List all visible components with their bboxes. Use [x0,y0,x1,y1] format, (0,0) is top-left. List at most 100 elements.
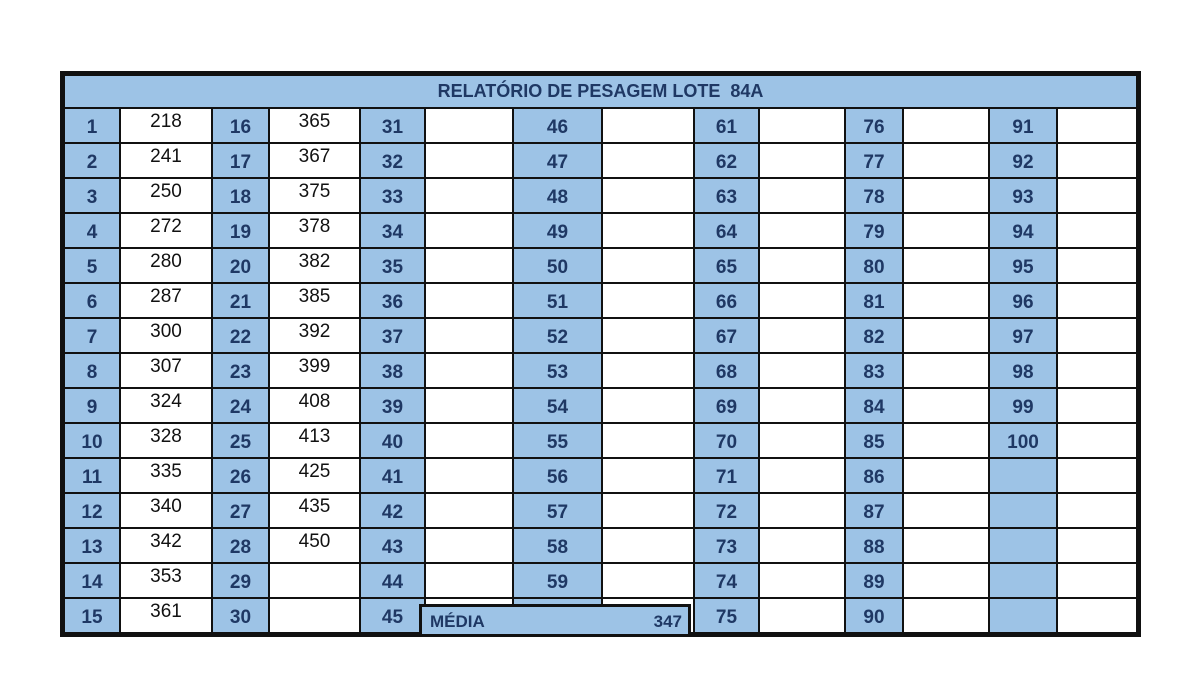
weight-value [902,247,990,284]
weight-value [1056,562,1138,599]
animal-number: 100 [988,422,1058,459]
animal-number: 78 [844,177,904,214]
animal-number: 1 [63,107,121,144]
animal-number: 69 [693,387,760,424]
animal-number: 88 [844,527,904,564]
weight-value [1056,352,1138,389]
animal-number [988,457,1058,494]
animal-number: 49 [512,212,603,249]
animal-number: 51 [512,282,603,319]
animal-number: 66 [693,282,760,319]
weight-value [424,457,514,494]
weight-value [1056,597,1138,634]
weight-value: 307 [119,352,213,389]
animal-number: 16 [211,107,270,144]
animal-number: 58 [512,527,603,564]
animal-number: 89 [844,562,904,599]
animal-number: 95 [988,247,1058,284]
table-row: 1 218 16 365 31 46 61 76 91 [63,107,1138,144]
animal-number: 82 [844,317,904,354]
title-row: RELATÓRIO DE PESAGEM LOTE 84A [63,74,1138,109]
weight-value [424,247,514,284]
weight-value [902,387,990,424]
animal-number: 87 [844,492,904,529]
weight-value [601,492,695,529]
weight-value: 218 [119,107,213,144]
weight-value [758,282,846,319]
animal-number: 28 [211,527,270,564]
weight-value [601,352,695,389]
animal-number: 33 [359,177,426,214]
animal-number: 31 [359,107,426,144]
weight-value [902,562,990,599]
animal-number [988,492,1058,529]
weight-value [758,422,846,459]
weight-value [902,212,990,249]
weight-value: 287 [119,282,213,319]
average-label: MÉDIA [430,612,485,631]
animal-number: 61 [693,107,760,144]
weight-value: 272 [119,212,213,249]
weight-value [601,317,695,354]
weight-value [1056,247,1138,284]
animal-number: 59 [512,562,603,599]
weight-value: 342 [119,527,213,564]
weight-value [902,142,990,179]
animal-number: 9 [63,387,121,424]
weight-value: 250 [119,177,213,214]
weight-value [758,387,846,424]
table-row: 2 241 17 367 32 47 62 77 92 [63,142,1138,179]
table-row: 12 340 27 435 42 57 72 87 [63,492,1138,529]
table-row: 10 328 25 413 40 55 70 85 100 [63,422,1138,459]
animal-number: 48 [512,177,603,214]
animal-number [988,562,1058,599]
weight-value: 365 [268,107,361,144]
animal-number: 12 [63,492,121,529]
report-title: RELATÓRIO DE PESAGEM LOTE 84A [63,74,1138,109]
average-box: MÉDIA 347 [419,604,691,637]
weight-value [1056,457,1138,494]
weight-value [902,457,990,494]
animal-number: 85 [844,422,904,459]
weight-value [758,212,846,249]
animal-number: 44 [359,562,426,599]
weighing-report: RELATÓRIO DE PESAGEM LOTE 84A 1 218 16 365 3… [60,71,1141,637]
weight-value [1056,212,1138,249]
animal-number: 39 [359,387,426,424]
weight-value: 385 [268,282,361,319]
animal-number: 57 [512,492,603,529]
animal-number: 15 [63,597,121,634]
animal-number: 36 [359,282,426,319]
weight-value [424,352,514,389]
animal-number: 73 [693,527,760,564]
average-value: 347 [653,612,682,631]
weight-value [268,597,361,634]
animal-number: 67 [693,317,760,354]
animal-number: 10 [63,422,121,459]
weight-value [758,457,846,494]
table-row: 8 307 23 399 38 53 68 83 98 [63,352,1138,389]
animal-number: 83 [844,352,904,389]
weight-value [424,177,514,214]
animal-number: 64 [693,212,760,249]
weight-value: 413 [268,422,361,459]
animal-number: 50 [512,247,603,284]
animal-number: 80 [844,247,904,284]
weight-value: 340 [119,492,213,529]
table-row: 11 335 26 425 41 56 71 86 [63,457,1138,494]
animal-number: 30 [211,597,270,634]
weight-value [601,457,695,494]
animal-number [988,597,1058,634]
weight-value [601,247,695,284]
animal-number: 45 [359,597,426,634]
weight-value: 280 [119,247,213,284]
weight-value [601,387,695,424]
weight-value [902,527,990,564]
weight-value: 392 [268,317,361,354]
weight-value: 367 [268,142,361,179]
weight-value [902,317,990,354]
weight-value [424,562,514,599]
animal-number: 38 [359,352,426,389]
animal-number: 75 [693,597,760,634]
table-row: 14 353 29 44 59 74 89 [63,562,1138,599]
